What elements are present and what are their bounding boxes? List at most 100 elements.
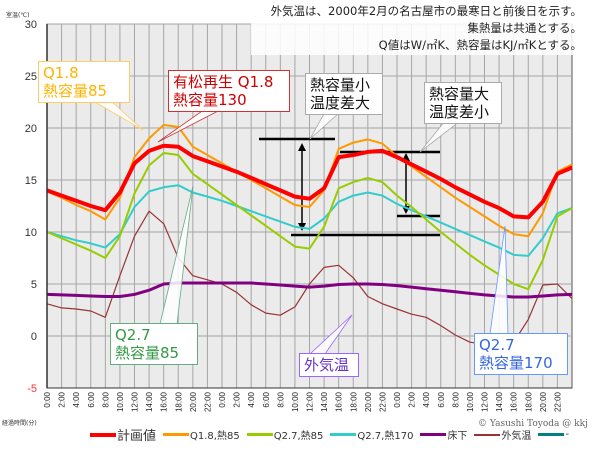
callout-q18-85: Q1.8 熱容量85 [38, 61, 130, 103]
series-line-q27_170 [46, 184, 573, 257]
legend-item-q18_85: Q1.8,熱85 [163, 427, 240, 442]
x-tick-label: 2:00 [408, 391, 417, 407]
y-tick-label: 0 [31, 331, 37, 343]
legend-item-extra: - [538, 429, 569, 440]
legend: 計画値 Q1.8,熱85 Q2.7,熱85 Q2.7,熱170 床下 外気温 - [90, 425, 576, 444]
callout-q27-170-line1: Q2.7 [479, 336, 515, 354]
x-tick-label: 4:00 [422, 391, 431, 407]
legend-swatch [90, 432, 116, 437]
copyright: © Yasushi Toyoda @ kkj [478, 419, 588, 429]
callout-q27-85: Q2.7 熱容量85 [110, 323, 198, 365]
x-tick-label: 8:00 [276, 391, 285, 407]
legend-item-floor: 床下 [420, 427, 467, 442]
y-tick-label: 20 [25, 123, 37, 135]
legend-item-outdoor: 外気温 [474, 427, 531, 442]
legend-swatch [246, 433, 273, 436]
y-tick-label: 30 [25, 19, 37, 31]
callout-large-capacity: 熱容量大 温度差小 [424, 82, 502, 124]
legend-label: 計画値 [117, 429, 157, 444]
series-line-plan [46, 143, 573, 220]
x-tick-label: 4:00 [72, 391, 81, 407]
x-tick-label: 18:00 [349, 391, 358, 412]
x-tick-label: 2:00 [233, 391, 242, 407]
y-tick-label: -5 [27, 383, 37, 395]
legend-swatch [420, 433, 447, 436]
callout-q27-85-line2: 熱容量85 [115, 344, 180, 362]
x-tick-label: 6:00 [87, 391, 96, 407]
x-tick-label: 22:00 [203, 391, 212, 412]
x-tick-label: 0:00 [393, 391, 402, 407]
y-axis-title: 室温(℃) [6, 12, 30, 19]
legend-item-q27_85: Q2.7,熱85 [246, 427, 324, 442]
callout-large-line1: 熱容量大 [429, 85, 490, 103]
y-axis-ticks: -5 0 5 10 15 20 25 30 [25, 19, 37, 395]
legend-label: 床下 [447, 431, 468, 442]
y-tick-label: 10 [25, 227, 37, 239]
x-tick-label: 16:00 [510, 391, 519, 412]
callout-outdoor: 外気温 [299, 353, 359, 377]
x-tick-label: 12:00 [481, 391, 490, 412]
callout-small-capacity: 熱容量小 温度差大 [305, 73, 383, 115]
note-line-1: 外気温は、2000年2月の名古屋市の最寒日と前後日を示す。 [250, 4, 582, 21]
x-tick-label: 0:00 [218, 391, 227, 407]
x-axis-title: 経過時間(分) [2, 420, 37, 427]
x-tick-label: 10:00 [116, 391, 125, 412]
legend-label: - [565, 429, 570, 440]
legend-label: 外気温 [501, 431, 532, 442]
arrow-head-up-icon [298, 143, 306, 151]
callout-q18-85-line1: Q1.8 [43, 64, 79, 82]
series-lines [46, 123, 573, 350]
x-tick-label: 0:00 [43, 391, 52, 407]
series-line-q27_85 [46, 152, 573, 291]
callout-q27-170: Q2.7 熱容量170 [474, 333, 568, 375]
x-tick-label: 12:00 [131, 391, 140, 412]
legend-label: Q1.8,熱85 [190, 431, 240, 442]
x-tick-label: 14:00 [145, 391, 154, 412]
callout-outdoor-line1: 外気温 [304, 356, 350, 374]
series-line-q18_85 [46, 123, 573, 238]
callout-arimatsu-line1: 有松再生 Q1.8 [173, 73, 274, 91]
x-axis-ticks: 0:00 2:00 4:00 6:00 8:00 10:00 12:00 14:00 16:00… [43, 391, 562, 412]
x-tick-label: 20:00 [539, 391, 548, 412]
x-tick-label: 10:00 [466, 391, 475, 412]
x-tick-label: 14:00 [320, 391, 329, 412]
legend-item-plan: 計画値 [90, 425, 156, 444]
callout-q27-85-line1: Q2.7 [115, 326, 151, 344]
x-tick-label: 16:00 [160, 391, 169, 412]
series-line-floor [46, 281, 573, 299]
legend-swatch [163, 433, 190, 436]
callout-arimatsu: 有松再生 Q1.8 熱容量130 [168, 70, 290, 112]
y-tick-label: 25 [25, 71, 37, 83]
x-tick-label: 8:00 [101, 391, 110, 407]
callout-small-line1: 熱容量小 [310, 76, 371, 94]
x-tick-label: 16:00 [335, 391, 344, 412]
x-tick-label: 22:00 [553, 391, 562, 412]
x-tick-label: 18:00 [174, 391, 183, 412]
callout-arimatsu-line2: 熱容量130 [173, 91, 247, 109]
legend-swatch [474, 433, 501, 436]
x-tick-label: 20:00 [364, 391, 373, 412]
legend-label: Q2.7,熱170 [357, 431, 414, 442]
callout-q18-85-line2: 熱容量85 [43, 82, 108, 100]
x-tick-label: 4:00 [247, 391, 256, 407]
callout-large-line2: 温度差小 [429, 103, 490, 121]
note-line-3: Q値はW/㎡K、熱容量はKJ/㎡Kとする。 [250, 38, 582, 55]
x-tick-label: 6:00 [262, 391, 271, 407]
legend-label: Q2.7,熱85 [273, 431, 324, 442]
callout-small-line2: 温度差大 [310, 94, 371, 112]
x-tick-label: 18:00 [524, 391, 533, 412]
legend-item-q27_170: Q2.7,熱170 [330, 427, 413, 442]
note-line-2: 集熱量は共通とする。 [250, 21, 582, 38]
y-tick-label: 5 [31, 279, 37, 291]
x-tick-label: 2:00 [58, 391, 67, 407]
callout-q27-170-line2: 熱容量170 [479, 354, 553, 372]
legend-swatch [330, 433, 357, 436]
x-tick-label: 20:00 [189, 391, 198, 412]
x-tick-label: 22:00 [378, 391, 387, 412]
x-tick-label: 12:00 [306, 391, 315, 412]
x-tick-label: 8:00 [451, 391, 460, 407]
x-tick-label: 14:00 [495, 391, 504, 412]
x-tick-label: 10:00 [291, 391, 300, 412]
chart-note: 外気温は、2000年2月の名古屋市の最寒日と前後日を示す。 集熱量は共通とする。… [250, 4, 582, 55]
legend-swatch [538, 433, 565, 436]
